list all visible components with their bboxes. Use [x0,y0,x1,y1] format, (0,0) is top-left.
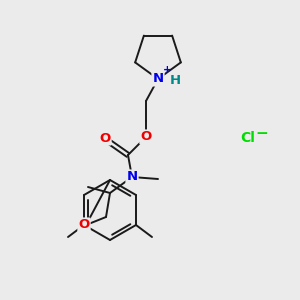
Text: H: H [169,74,181,86]
Text: +: + [163,65,171,75]
Text: O: O [99,131,111,145]
Text: Cl: Cl [241,131,255,145]
Text: O: O [140,130,152,143]
Text: −: − [256,127,268,142]
Text: N: N [126,170,138,184]
Text: N: N [152,73,164,85]
Text: O: O [78,218,90,232]
